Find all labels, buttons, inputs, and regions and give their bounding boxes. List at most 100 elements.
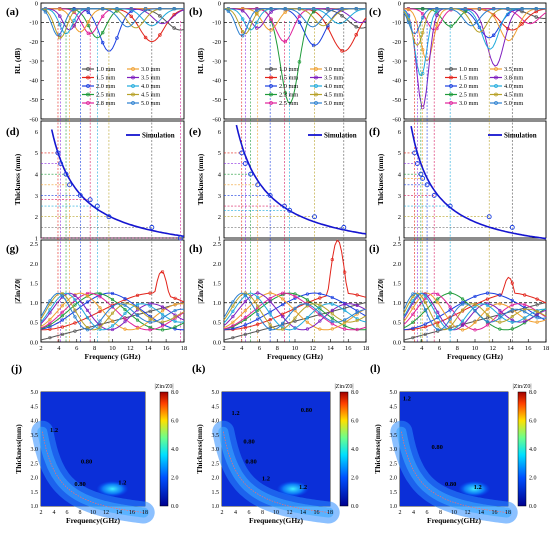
legend-marker [449,84,453,88]
map-ytick: 2.5 [31,461,39,467]
legend-entry: 1.0 mm [459,66,478,73]
rl-curve-3-0-mm [224,8,366,31]
z-marker [523,319,527,323]
map-xtick: 16 [492,510,498,516]
legend-entry: 2.0 mm [279,83,298,90]
th-ytick: 1 [218,235,221,242]
experimental-point [418,171,424,177]
rl-ytick: -50 [29,97,38,104]
z-marker [148,291,152,295]
th-ytick: 3 [398,193,401,200]
rl-marker [269,7,273,11]
z-curve-2-5-mm [40,292,185,331]
map-ytick: 2.0 [31,476,39,482]
z-marker [160,305,165,309]
map-xtick: 18 [327,510,333,516]
z-marker [355,327,359,332]
z-marker [243,316,247,320]
legend-entry: 3.0 mm [459,100,478,107]
rl-marker [269,17,273,21]
map-xtick: 6 [426,510,429,516]
legend-marker [494,92,498,97]
z-marker [523,307,527,312]
contour-line [401,431,507,513]
z-marker [160,328,165,332]
z-marker [343,302,347,306]
x-tick: 6 [75,345,79,352]
z-marker [473,304,477,309]
z-marker [110,304,115,309]
z-marker [243,299,247,304]
rl-marker [226,9,231,13]
th-ytick: 1 [35,235,38,242]
map-xtick: 2 [40,510,43,516]
rl-marker [449,7,453,11]
z-marker [148,328,152,332]
rl-marker [340,7,344,11]
map-ytick: 1.5 [390,490,398,496]
map-ytick: 2.0 [212,476,220,482]
frequency-xlabel: Frequency (GHz) [85,352,141,361]
z-curve-4-0-mm [403,292,547,331]
z-marker [423,308,427,312]
z-marker [318,292,322,296]
frequency-xlabel: Frequency (GHz) [447,352,503,361]
legend-entry: 2.5 mm [96,92,115,99]
rl-ytick: -30 [29,58,38,65]
rl-marker [158,7,162,11]
z-marker [73,321,77,325]
rl-marker [86,7,91,11]
contour-label: 1.2 [403,396,411,403]
x-tick: 16 [525,345,532,352]
map-ytick: 1.0 [390,504,398,510]
z-marker [293,296,297,300]
experimental-point [55,150,61,156]
map-xtick: 18 [505,510,511,516]
rl-marker [420,7,425,11]
rl-marker [100,7,105,11]
contour-label: 1.2 [50,427,58,434]
x-tick: 16 [163,345,170,352]
legend-marker [314,67,318,71]
map-xtick: 10 [90,510,96,516]
experimental-point [267,193,273,198]
z-marker [231,314,235,319]
z-marker [60,304,65,308]
th-ytick: 1 [398,235,401,242]
x-tick: 8 [456,345,459,352]
z-marker [148,320,152,324]
z-curve-5-0-mm [40,292,185,331]
th-ytick: 5 [398,150,401,157]
z-marker [160,312,165,317]
rl-marker [534,15,538,19]
rl-marker [240,8,245,13]
th-ytick: 3 [35,193,38,200]
z-marker [268,299,272,304]
rl-marker [463,7,467,11]
legend-marker [314,92,318,97]
colorbar-title: |Zin/Z0| [512,384,531,390]
z-curve-2-5-mm [223,292,367,331]
rl-marker [58,32,62,37]
rl-marker [255,8,259,12]
z-marker [98,291,102,296]
z-marker [98,325,102,329]
x-tick: 10 [292,345,299,352]
panel-label-i: (i) [369,243,380,255]
legend-entry: 5.0 mm [141,100,160,107]
z-marker [85,294,90,298]
z-marker [293,319,297,323]
rl-marker [115,9,119,13]
rl-curve-3-5-mm [403,8,546,62]
colorbar-tick: 2.0 [351,476,359,482]
rl-marker [172,26,176,30]
panel-label-e: (e) [189,126,202,138]
z-marker [135,306,140,310]
z-marker [293,316,297,320]
z-ytick: 2.5 [30,241,38,248]
colorbar-tick: 8.0 [171,390,179,396]
z-marker [305,316,310,320]
contour-label: 0.80 [243,438,254,445]
rl-marker [506,7,510,11]
z-marker [510,298,514,303]
